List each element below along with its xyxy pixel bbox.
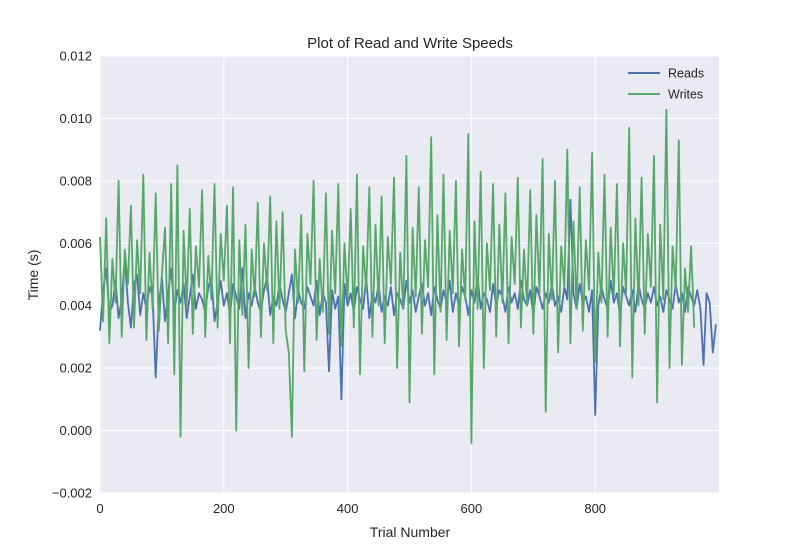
y-tick-label: −0.002	[52, 486, 92, 501]
x-tick-label: 400	[337, 501, 359, 516]
series-lines	[99, 108, 717, 445]
x-tick-label: 0	[96, 501, 103, 516]
y-axis-label: Time (s)	[25, 250, 41, 301]
y-tick-label: 0.012	[59, 49, 92, 64]
y-tick-label: 0.006	[59, 236, 92, 251]
x-tick-label: 800	[584, 501, 606, 516]
legend: Reads Writes	[615, 61, 713, 109]
x-axis-label: Trial Number	[370, 524, 451, 540]
y-tick-label: 0.004	[59, 298, 92, 313]
x-tick-label: 200	[213, 501, 235, 516]
y-tick-label: 0.000	[59, 423, 92, 438]
chart-title: Plot of Read and Write Speeds	[307, 35, 513, 52]
legend-reads-label: Reads	[668, 67, 704, 81]
series-line-writes	[99, 108, 696, 445]
x-tick-label: 600	[461, 501, 483, 516]
tick-labels: 0 200 400 600 800 −0.002 0.000 0.002 0.004 0.006 0…	[52, 49, 606, 517]
y-tick-label: 0.008	[59, 173, 92, 188]
legend-box	[615, 61, 713, 109]
legend-writes-label: Writes	[668, 88, 703, 102]
y-tick-label: 0.002	[59, 361, 92, 376]
y-tick-label: 0.010	[59, 111, 92, 126]
